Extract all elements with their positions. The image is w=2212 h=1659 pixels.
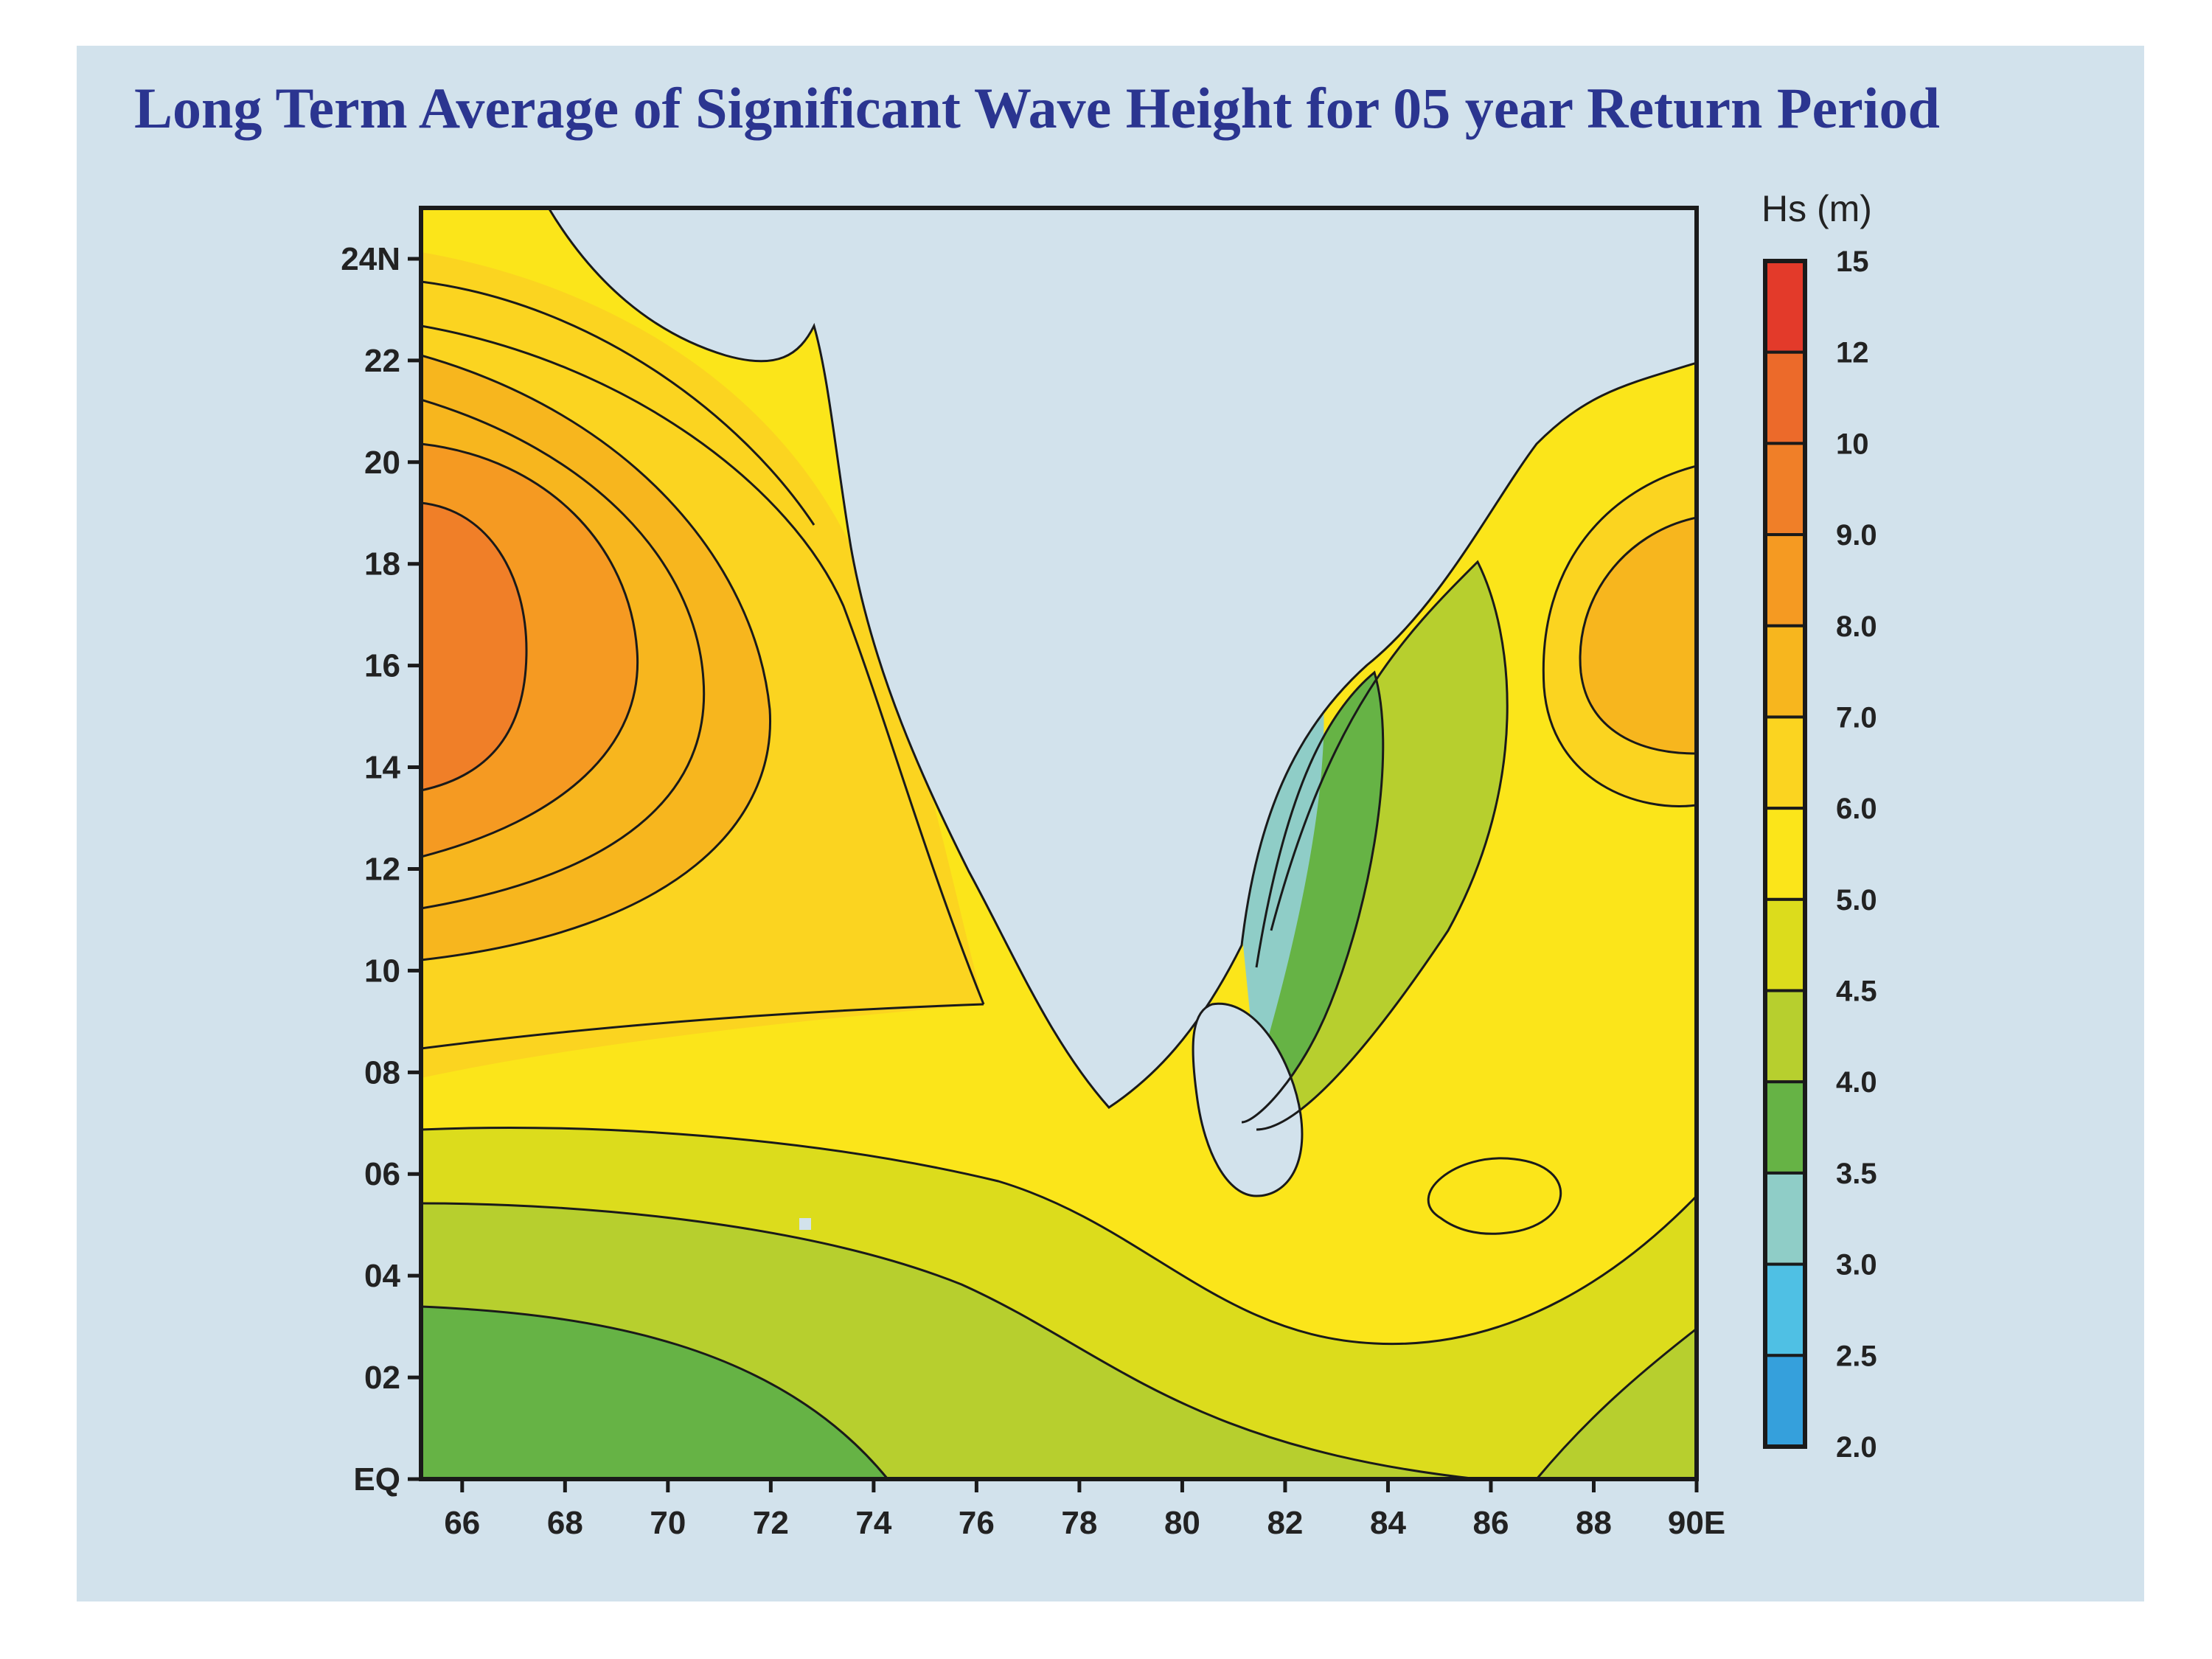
longitude-tick-label: 84 (1370, 1505, 1406, 1541)
colorbar-label: 15 (1836, 246, 1869, 278)
contour-line (421, 354, 772, 961)
contour-lines (421, 280, 1697, 1479)
contour-line (1241, 670, 1385, 1124)
longitude-axis: 66 68 70 72 74 76 78 80 82 84 86 88 90E (444, 1479, 1725, 1541)
field-band-4-0-east (1537, 1329, 1697, 1479)
colorbar-swatch (1764, 1171, 1806, 1266)
colorbar-swatch (1764, 1262, 1806, 1357)
contour-line (421, 1202, 1478, 1479)
latitude-tick-label: 20 (364, 445, 400, 481)
latitude-tick-label: 22 (364, 343, 400, 379)
colorbar-swatch (1764, 533, 1806, 627)
colorbar-label: 4.0 (1836, 1066, 1877, 1099)
colorbar-swatches (1763, 259, 1807, 1449)
map-frame (419, 206, 1699, 1481)
latitude-tick-label: 06 (364, 1156, 400, 1192)
latitude-tick-label: 10 (364, 953, 400, 989)
latitude-axis: 24N 22 20 18 16 14 12 10 08 06 04 02 EQ (341, 241, 421, 1498)
colorbar-swatch (1764, 442, 1806, 537)
figure-title: Long Term Average of Significant Wave He… (134, 76, 1940, 140)
colorbar-label: 9.0 (1836, 519, 1877, 552)
colorbar-labels: 15 12 10 9.0 8.0 7.0 6.0 5.0 4.5 4.0 3.5 3.0 2.5 2.0 (1836, 246, 1877, 1464)
figure-panel: Long Term Average of Significant Wave He… (77, 46, 2144, 1601)
colorbar-title: Hs (m) (1761, 188, 1872, 229)
colorbar-label: 12 (1836, 337, 1869, 369)
colorbar-label: 4.5 (1836, 975, 1877, 1008)
field-band-3-5-sw (421, 1307, 888, 1479)
colorbar-label: 5.0 (1836, 884, 1877, 917)
contour-line (421, 442, 639, 858)
colorbar-label: 6.0 (1836, 793, 1877, 825)
contour-line (1579, 516, 1697, 755)
latitude-tick-label: 02 (364, 1360, 400, 1396)
wave-height-field (421, 208, 1697, 1479)
longitude-tick-label: 90E (1668, 1505, 1725, 1541)
colorbar-label: 2.5 (1836, 1340, 1877, 1372)
colorbar-label: 2.0 (1836, 1431, 1877, 1464)
latitude-tick-label: 12 (364, 851, 400, 887)
colorbar-swatch (1764, 1080, 1806, 1175)
land-maldives (799, 1218, 811, 1230)
longitude-tick-label: 82 (1267, 1505, 1303, 1541)
latitude-tick-label: 16 (364, 648, 400, 684)
colorbar-label: 3.0 (1836, 1249, 1877, 1281)
longitude-tick-label: 86 (1472, 1505, 1509, 1541)
longitude-tick-label: 72 (753, 1505, 789, 1541)
field-band-low-srilanka-3 (1242, 687, 1324, 1078)
latitude-tick-label: 18 (364, 546, 400, 582)
wave-height-map: 24N 22 20 18 16 14 12 10 08 06 04 02 EQ 66 68 70 72 74 76… (341, 188, 1877, 1541)
latitude-tick-label: 04 (364, 1258, 400, 1294)
contour-line (421, 398, 706, 910)
contour-line (1427, 1157, 1562, 1235)
colorbar-frame (1763, 259, 1807, 1449)
colorbar-swatch (1764, 260, 1806, 354)
contour-line (421, 1127, 1697, 1346)
land-sri-lanka (1192, 1002, 1304, 1197)
colorbar-swatch (1764, 989, 1806, 1084)
colorbar-swatch (1764, 807, 1806, 901)
longitude-tick-label: 78 (1061, 1505, 1097, 1541)
longitude-tick-label: 74 (855, 1505, 891, 1541)
field-band-low-srilanka-2 (1242, 672, 1383, 1122)
longitude-tick-label: 70 (650, 1505, 686, 1541)
latitude-tick-label: EQ (353, 1461, 400, 1498)
colorbar-swatch (1764, 897, 1806, 992)
colorbar-swatch (1764, 350, 1806, 445)
field-band-7-0-bengal (1580, 518, 1697, 754)
latitude-tick-label: 08 (364, 1054, 400, 1091)
colorbar-label: 3.5 (1836, 1158, 1877, 1190)
colorbar: Hs (m) 15 12 10 9.0 8.0 7.0 6.0 5.0 4.5 4.0 3.5 3.0… (1761, 188, 1877, 1464)
contour-line (1256, 560, 1509, 1131)
longitude-tick-label: 68 (547, 1505, 583, 1541)
colorbar-swatch (1764, 624, 1806, 719)
longitude-tick-label: 80 (1164, 1505, 1200, 1541)
contour-line (421, 1305, 889, 1479)
colorbar-swatch (1764, 1354, 1806, 1449)
longitude-tick-label: 66 (444, 1505, 480, 1541)
contour-line (421, 1003, 984, 1050)
longitude-tick-label: 76 (959, 1505, 995, 1541)
contour-line (1535, 1327, 1697, 1479)
colorbar-swatch (1764, 715, 1806, 810)
contour-line (421, 280, 815, 526)
longitude-tick-label: 88 (1576, 1505, 1612, 1541)
field-band-9-0-arabian (421, 503, 526, 790)
latitude-tick-label: 14 (364, 750, 400, 786)
contour-line (421, 324, 985, 1005)
land-india (547, 208, 1697, 1109)
colorbar-label: 8.0 (1836, 611, 1877, 643)
colorbar-label: 7.0 (1836, 701, 1877, 734)
colorbar-label: 10 (1836, 428, 1869, 460)
contour-line (421, 501, 528, 792)
latitude-tick-label: 24N (341, 241, 400, 277)
contour-line (1542, 465, 1697, 807)
